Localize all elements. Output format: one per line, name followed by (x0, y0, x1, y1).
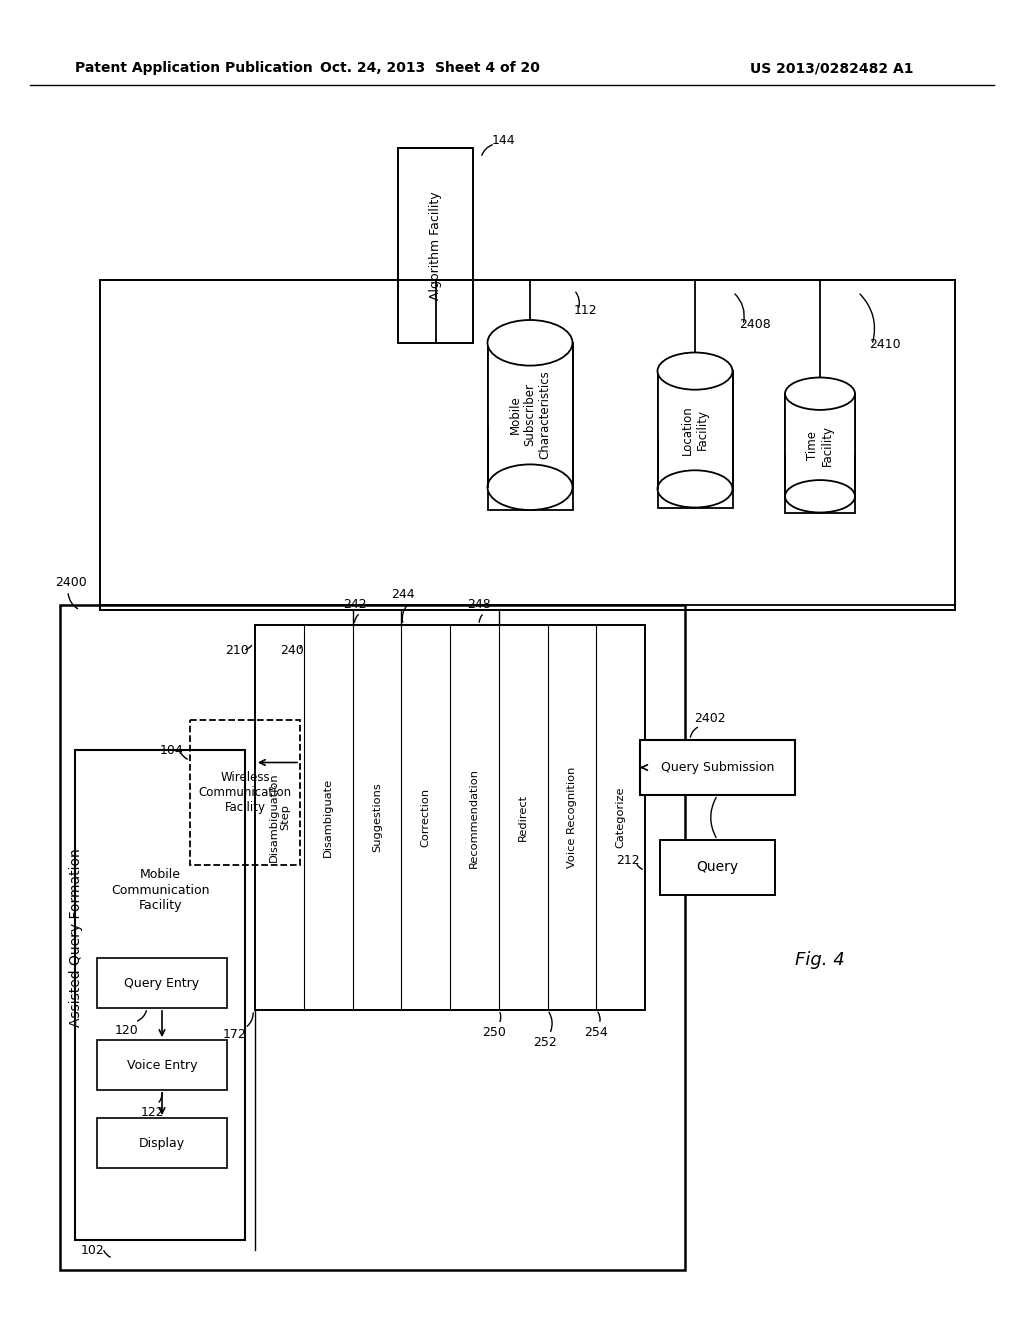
Bar (657, 371, 732, 507)
FancyArrowPatch shape (482, 145, 493, 156)
FancyArrowPatch shape (247, 1012, 253, 1026)
FancyArrowPatch shape (549, 1012, 552, 1031)
Text: Disambiguation
Step: Disambiguation Step (268, 772, 290, 862)
Text: Time
Facility: Time Facility (806, 425, 834, 466)
Text: 120: 120 (115, 1023, 139, 1036)
FancyArrowPatch shape (69, 594, 78, 609)
FancyArrowPatch shape (860, 294, 874, 342)
Text: 210: 210 (225, 644, 249, 656)
Text: 112: 112 (573, 304, 597, 317)
Text: 250: 250 (482, 1026, 506, 1039)
Bar (190, 719, 300, 865)
Text: Display: Display (139, 1137, 185, 1150)
Bar (487, 343, 572, 510)
Bar (75, 750, 245, 1239)
Text: 2410: 2410 (869, 338, 901, 351)
Bar (785, 393, 855, 512)
Text: 172: 172 (223, 1028, 247, 1041)
Text: Location
Facility: Location Facility (681, 405, 709, 455)
FancyArrowPatch shape (354, 615, 358, 622)
Text: 144: 144 (492, 133, 515, 147)
Text: Wireless
Communication
Facility: Wireless Communication Facility (199, 771, 292, 814)
FancyArrowPatch shape (479, 615, 482, 622)
Text: Recommendation: Recommendation (469, 767, 479, 867)
Bar (785, 393, 855, 453)
Text: Voice Entry: Voice Entry (127, 1059, 198, 1072)
Text: Algorithm Facility: Algorithm Facility (429, 191, 442, 300)
FancyArrowPatch shape (575, 292, 580, 308)
Text: 102: 102 (81, 1243, 104, 1257)
Text: Query Submission: Query Submission (660, 762, 774, 774)
Text: 240: 240 (280, 644, 304, 656)
Text: 122: 122 (140, 1106, 164, 1118)
Text: 248: 248 (468, 598, 492, 611)
Text: 2408: 2408 (739, 318, 771, 331)
Text: 212: 212 (616, 854, 640, 866)
Text: 2402: 2402 (694, 711, 726, 725)
Bar (97, 958, 227, 1008)
Bar (97, 1040, 227, 1090)
Text: Disambiguate: Disambiguate (324, 777, 333, 857)
FancyArrowPatch shape (711, 797, 716, 838)
Text: 244: 244 (391, 589, 415, 602)
Text: Mobile
Communication
Facility: Mobile Communication Facility (111, 869, 209, 912)
FancyArrowPatch shape (246, 645, 252, 649)
Text: US 2013/0282482 A1: US 2013/0282482 A1 (750, 61, 913, 75)
Bar (100, 280, 955, 610)
Bar (640, 741, 795, 795)
Text: 242: 242 (343, 598, 367, 611)
Ellipse shape (785, 480, 855, 512)
Text: 2400: 2400 (55, 577, 87, 590)
FancyArrowPatch shape (735, 294, 744, 322)
Text: Query Entry: Query Entry (125, 977, 200, 990)
Bar (398, 148, 473, 343)
Bar (657, 371, 732, 440)
Text: 104: 104 (160, 743, 184, 756)
Bar (97, 1118, 227, 1168)
FancyArrowPatch shape (137, 1011, 146, 1020)
Bar (255, 624, 645, 1010)
FancyArrowPatch shape (103, 1250, 111, 1257)
Ellipse shape (487, 465, 572, 510)
Bar (487, 343, 572, 426)
Text: Oct. 24, 2013  Sheet 4 of 20: Oct. 24, 2013 Sheet 4 of 20 (321, 61, 540, 75)
Text: 252: 252 (534, 1035, 557, 1048)
Ellipse shape (657, 352, 732, 389)
Ellipse shape (657, 470, 732, 507)
Text: Voice Recognition: Voice Recognition (567, 767, 577, 869)
Ellipse shape (785, 378, 855, 411)
FancyArrowPatch shape (402, 605, 408, 622)
Text: Redirect: Redirect (518, 793, 528, 841)
Text: Categorize: Categorize (615, 787, 626, 849)
Bar (60, 605, 685, 1270)
FancyArrowPatch shape (637, 865, 642, 870)
Ellipse shape (487, 319, 572, 366)
Text: Fig. 4: Fig. 4 (795, 950, 845, 969)
FancyArrowPatch shape (181, 752, 187, 759)
Text: Mobile
Subscriber
Characteristics: Mobile Subscriber Characteristics (509, 371, 552, 459)
Text: Patent Application Publication: Patent Application Publication (75, 61, 312, 75)
Text: Assisted Query Formation: Assisted Query Formation (69, 849, 83, 1027)
FancyArrowPatch shape (159, 1093, 163, 1102)
Text: Suggestions: Suggestions (372, 783, 382, 853)
FancyArrowPatch shape (300, 645, 301, 648)
Text: Correction: Correction (421, 788, 431, 847)
Bar (660, 840, 775, 895)
FancyArrowPatch shape (690, 727, 697, 738)
Text: 254: 254 (585, 1026, 608, 1039)
Text: Query: Query (696, 861, 738, 874)
FancyArrowPatch shape (598, 1012, 600, 1022)
